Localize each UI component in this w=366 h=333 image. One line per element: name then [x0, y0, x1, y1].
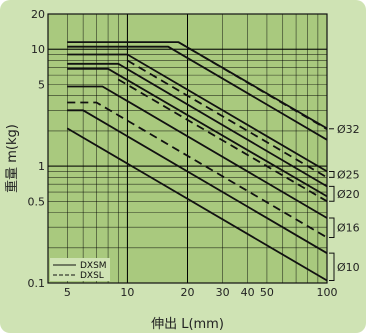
- series-line-10: [67, 109, 328, 254]
- y-tick-label: 10: [31, 43, 45, 56]
- bore-label: Ø32: [337, 123, 360, 136]
- legend: DXSM DXSL: [50, 258, 110, 281]
- y-tick-label: 0.1: [28, 277, 46, 290]
- x-tick-label: 100: [317, 286, 338, 299]
- bore-label: Ø10: [337, 261, 360, 274]
- y-tick-label: 20: [31, 8, 45, 21]
- x-tick-label: 10: [120, 286, 134, 299]
- x-tick-label: 20: [181, 286, 195, 299]
- y-tick-label: 1: [38, 160, 45, 173]
- series-line-1: [177, 41, 328, 130]
- bore-bracket: [329, 185, 335, 202]
- series-line-9: [67, 101, 328, 239]
- legend-label-dxsm: DXSM: [80, 261, 107, 271]
- bore-label: Ø16: [337, 222, 360, 235]
- plot-border: [47, 13, 328, 284]
- bore-bracket: [329, 217, 335, 239]
- x-tick-label: 50: [260, 286, 274, 299]
- x-axis-label: 伸出 L(mm): [151, 317, 224, 332]
- bore-bracket: [329, 252, 335, 282]
- bore-bracket: [329, 170, 335, 178]
- series-line-7: [117, 78, 328, 203]
- x-tick-label: 5: [64, 286, 71, 299]
- series-line-11: [66, 127, 328, 282]
- bore-size-brackets: Ø32 Ø25 Ø20 Ø16 Ø10: [329, 123, 360, 282]
- y-tick-label: 0.5: [28, 195, 46, 208]
- series-line-8: [67, 85, 328, 219]
- y-tick-labels: 0.1 0.5 1 5 10 20: [28, 8, 46, 290]
- x-tick-label: 30: [216, 286, 230, 299]
- bore-label: Ø20: [337, 188, 360, 201]
- x-tick-label: 40: [241, 286, 255, 299]
- x-tick-labels: 5 10 20 30 40 50 100: [64, 286, 338, 299]
- bore-label: Ø25: [337, 168, 360, 181]
- major-gridlines: [48, 14, 327, 283]
- legend-label-dxsl: DXSL: [80, 271, 104, 281]
- y-tick-label: 5: [38, 78, 45, 91]
- y-axis-label: 重量 m(kg): [4, 124, 20, 193]
- series-line-3: [67, 53, 328, 173]
- series-line-5: [67, 62, 328, 188]
- series-line-6: [67, 67, 328, 198]
- series-line-2: [67, 45, 328, 141]
- series-lines: [66, 41, 328, 282]
